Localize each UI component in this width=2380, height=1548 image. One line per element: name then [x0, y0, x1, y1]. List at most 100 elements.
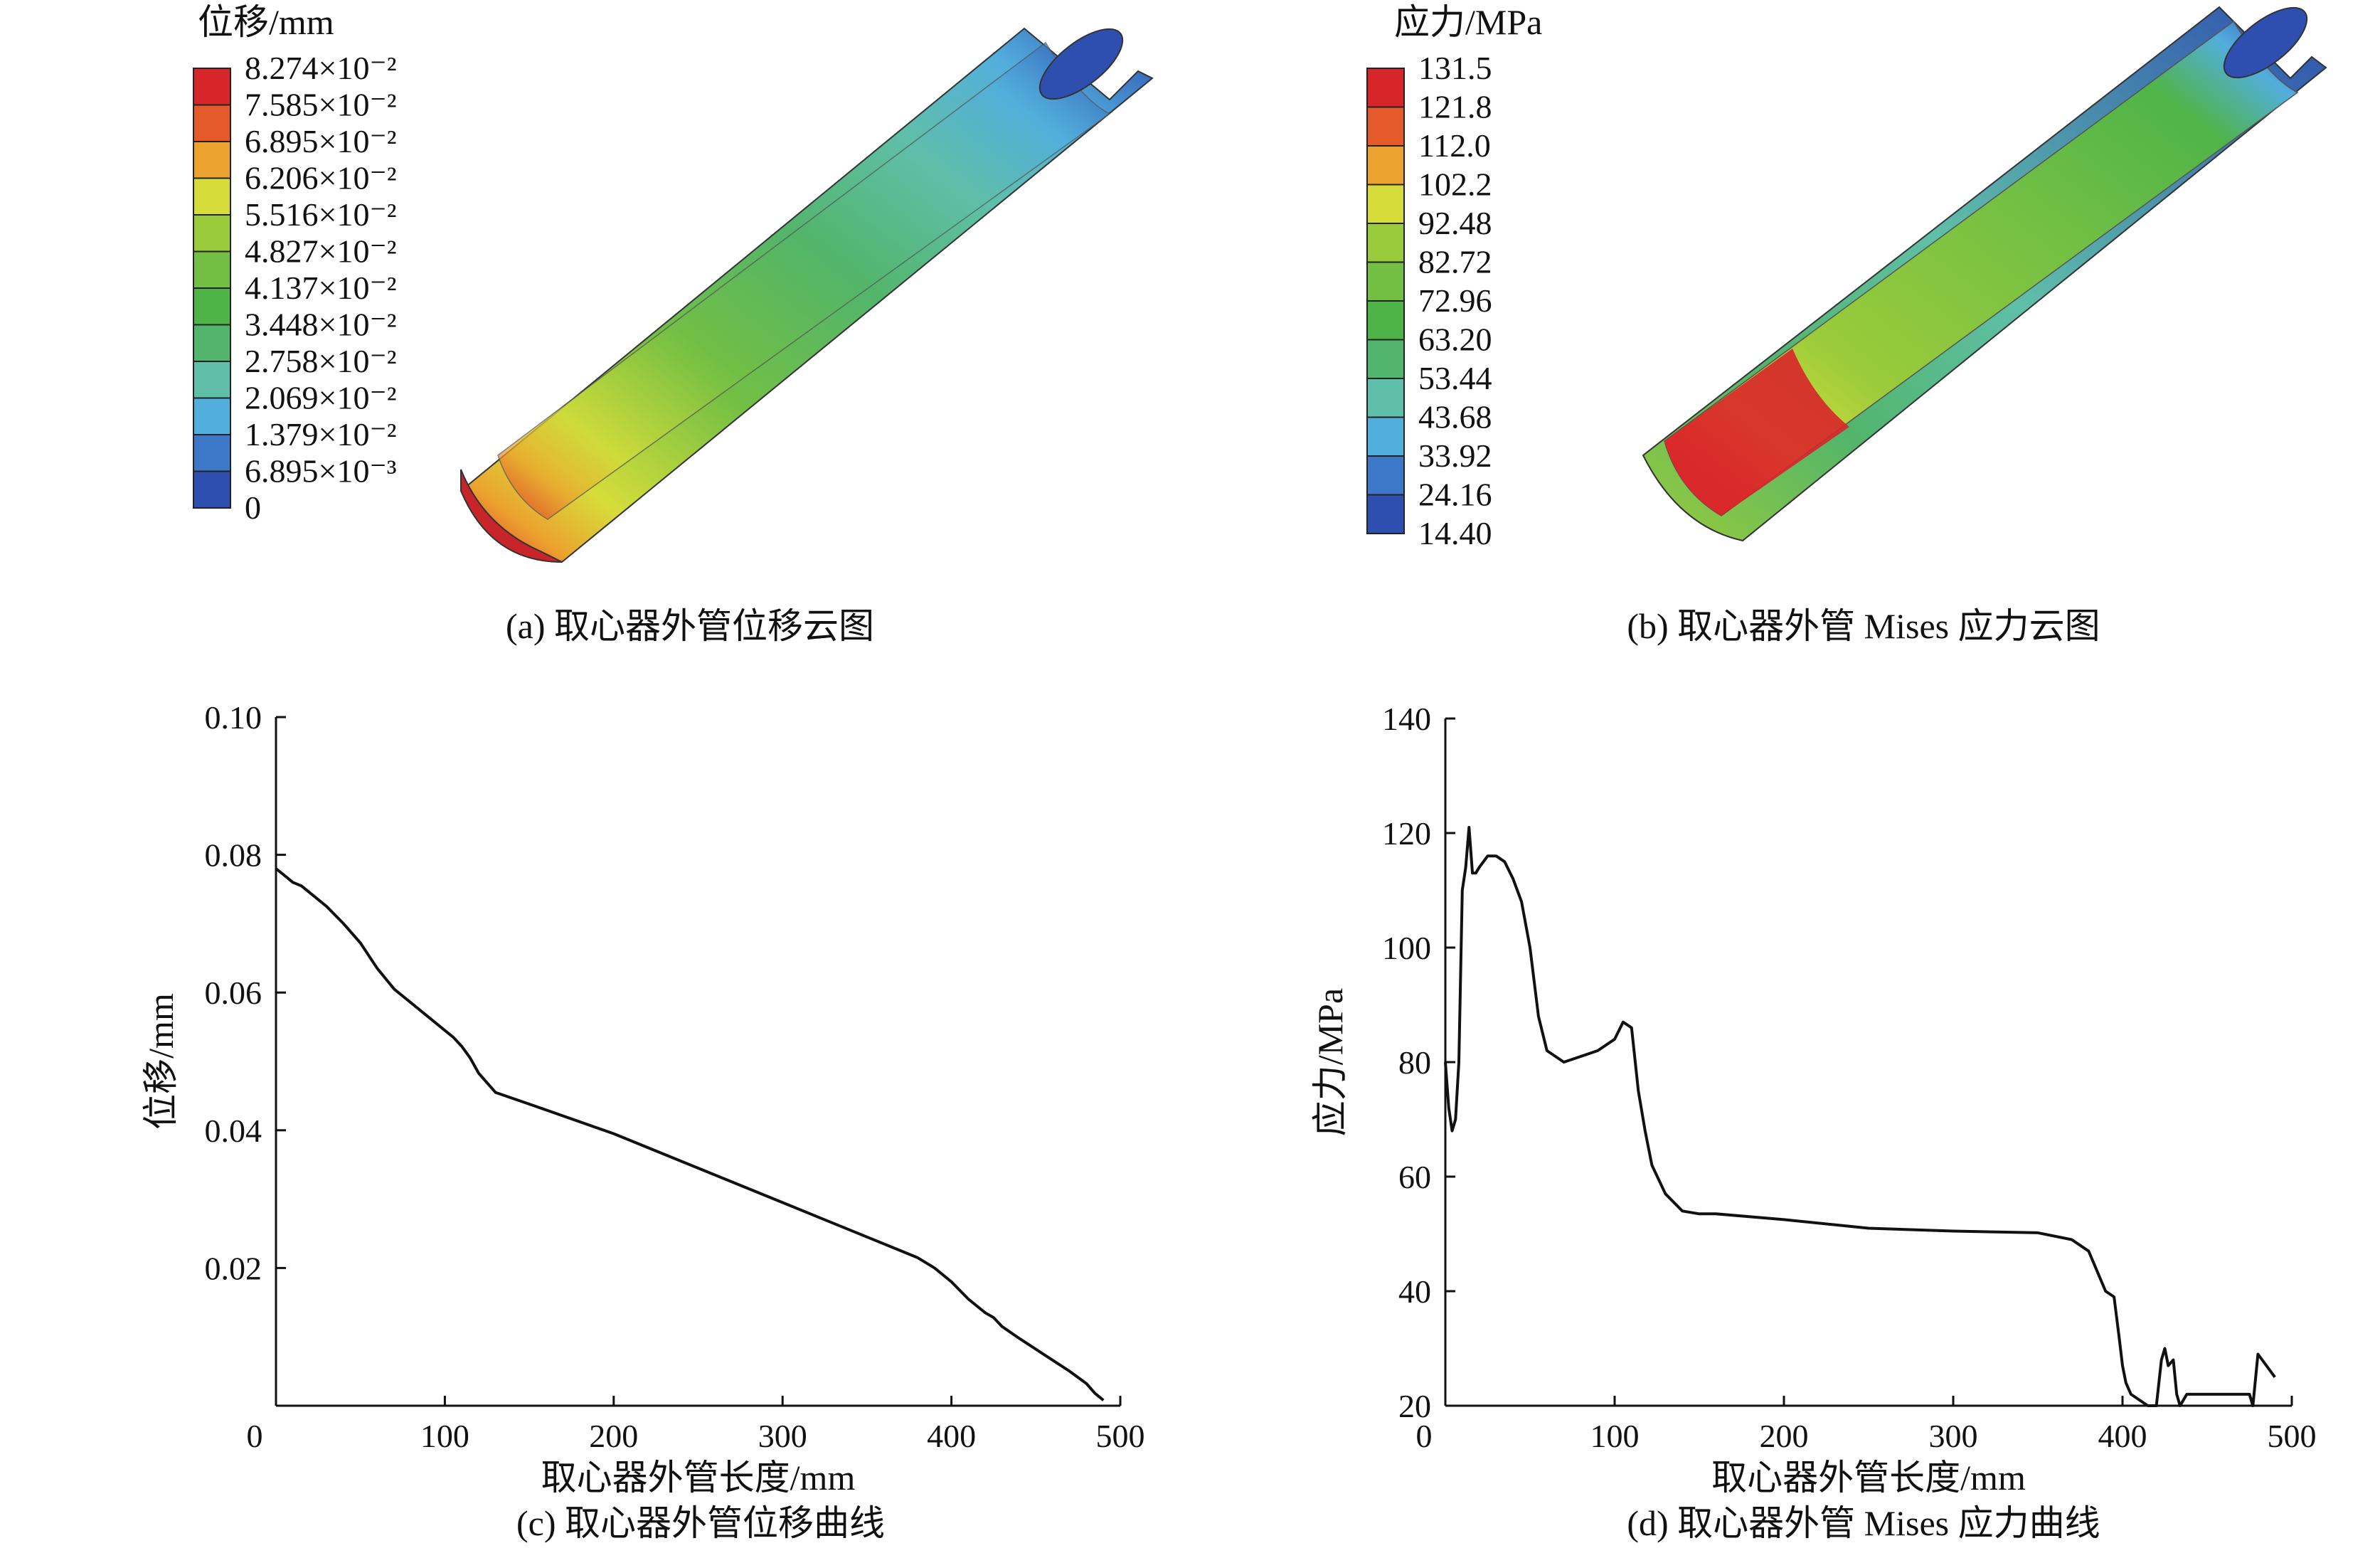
tube-far-end: [1038, 28, 1124, 100]
displacement-contour-tube: [459, 27, 1154, 563]
legend-label: 4.137×10⁻²: [245, 270, 397, 306]
legend-swatch: [1366, 68, 1405, 108]
tube-far-end: [2223, 6, 2308, 79]
y-tick-label: 120: [1382, 815, 1431, 852]
legend-label: 112.0: [1418, 127, 1491, 164]
legend-label: 2.758×10⁻²: [245, 343, 397, 379]
legend-swatch: [193, 214, 231, 253]
x-tick-label: 200: [1760, 1418, 1809, 1454]
legend-label: 4.827×10⁻²: [245, 233, 397, 270]
legend-swatch: [1366, 455, 1405, 496]
legend-swatch: [193, 177, 231, 216]
legend-label: 131.5: [1418, 50, 1492, 86]
legend-label: 63.20: [1418, 322, 1492, 358]
y-tick-label: 20: [1398, 1388, 1431, 1424]
caption-d: (d) 取心器外管 Mises 应力曲线: [1627, 1503, 2100, 1543]
legend-swatch: [1366, 223, 1405, 263]
legend-swatch: [1366, 106, 1405, 147]
series-line: [1444, 826, 2276, 1407]
legend-swatch: [1366, 300, 1405, 341]
y-tick-label: 140: [1382, 701, 1431, 737]
caption-c: (c) 取心器外管位移曲线: [516, 1503, 885, 1543]
legend-swatch: [1366, 416, 1405, 457]
x-tick-label: 200: [589, 1418, 638, 1454]
x-tick-label: 100: [420, 1418, 469, 1454]
x-tick-label: 0: [247, 1418, 263, 1454]
y-axis-title: 位移/mm: [141, 993, 181, 1130]
legend-label: 102.2: [1418, 166, 1492, 203]
x-tick-label: 0: [1416, 1418, 1433, 1454]
legend-swatch: [193, 470, 231, 509]
stress-contour-tube: [1642, 6, 2327, 542]
legend-swatch: [1366, 494, 1405, 534]
legend-swatch: [1366, 339, 1405, 379]
x-tick-label: 300: [1929, 1418, 1978, 1454]
legend-label: 6.895×10⁻³: [245, 453, 397, 489]
panel-c: 0 100 200 300 400 500 0.02 0.04 0.06 0.08 0.10 取心器外…: [141, 699, 1145, 1543]
x-axis-title: 取心器外管长度/mm: [1711, 1458, 2026, 1497]
legend-label: 6.206×10⁻²: [245, 160, 397, 196]
panel-a: 位移/mm 8.274×10⁻²7.585×10⁻²6.895×10⁻²6.20…: [193, 2, 1154, 646]
x-tick-label: 500: [2268, 1418, 2317, 1454]
legend-swatch: [193, 361, 231, 399]
legend-swatch: [193, 324, 231, 362]
legend-label: 82.72: [1418, 244, 1492, 280]
legend-label: 6.895×10⁻²: [245, 123, 397, 159]
y-tick-label: 40: [1398, 1273, 1431, 1310]
y-tick-label: 0.08: [205, 837, 262, 874]
y-tick-label: 60: [1398, 1159, 1431, 1195]
series-line: [275, 867, 1105, 1401]
legend-label: 72.96: [1418, 282, 1492, 319]
legend-label: 5.516×10⁻²: [245, 196, 397, 233]
legend-label: 121.8: [1418, 89, 1492, 125]
legend-label: 33.92: [1418, 438, 1492, 474]
y-axis-title: 应力/MPa: [1310, 988, 1350, 1136]
y-tick-label: 0.10: [205, 699, 262, 736]
legend-label: 1.379×10⁻²: [245, 416, 397, 452]
tube-inner-bore: [497, 41, 1111, 520]
legend-swatch: [193, 141, 231, 179]
caption-b: (b) 取心器外管 Mises 应力云图: [1627, 606, 2100, 646]
legend-swatch: [1366, 184, 1405, 224]
panel-d: 0 100 200 300 400 500 20 40 60 80 100 120 140 取心器外管长度…: [1310, 701, 2317, 1543]
x-tick-label: 400: [927, 1418, 976, 1454]
legend-label: 8.274×10⁻²: [245, 50, 397, 86]
y-tick-label: 0.02: [205, 1250, 262, 1286]
legend-title-a: 位移/mm: [198, 2, 334, 42]
legend-swatch: [193, 104, 231, 142]
tube-rim-end: [460, 469, 563, 563]
legend-label: 24.16: [1418, 477, 1492, 513]
legend-label: 7.585×10⁻²: [245, 87, 397, 123]
legend-label: 43.68: [1418, 399, 1492, 435]
y-tick-label: 0.04: [205, 1113, 262, 1149]
legend-swatch: [1366, 261, 1405, 302]
legend-a: 8.274×10⁻²7.585×10⁻²6.895×10⁻²6.206×10⁻²…: [193, 50, 397, 526]
displacement-chart: 0 100 200 300 400 500 0.02 0.04 0.06 0.08 0.10 取心器外…: [141, 699, 1145, 1497]
legend-swatch: [193, 434, 231, 472]
legend-label: 14.40: [1418, 515, 1492, 551]
x-tick-label: 500: [1096, 1418, 1145, 1454]
caption-a: (a) 取心器外管位移云图: [506, 606, 874, 646]
legend-b: 131.5121.8112.0102.292.4882.7272.9663.20…: [1366, 50, 1492, 551]
x-tick-label: 400: [2098, 1418, 2147, 1454]
legend-label: 92.48: [1418, 205, 1492, 241]
legend-swatch: [193, 287, 231, 326]
legend-swatch: [193, 68, 231, 106]
panel-b: 应力/MPa 131.5121.8112.0102.292.4882.7272.…: [1366, 2, 2327, 646]
legend-swatch: [193, 250, 231, 289]
tube-high-stress-zone: [1664, 349, 1849, 516]
legend-swatch: [1366, 378, 1405, 418]
legend-label: 53.44: [1418, 360, 1492, 396]
x-axis-title: 取心器外管长度/mm: [541, 1458, 856, 1497]
stress-chart: 0 100 200 300 400 500 20 40 60 80 100 120 140 取心器外管长度…: [1310, 701, 2317, 1497]
legend-label: 2.069×10⁻²: [245, 380, 397, 416]
legend-swatch: [193, 397, 231, 435]
legend-title-b: 应力/MPa: [1394, 2, 1542, 42]
y-tick-label: 0.06: [205, 975, 262, 1011]
legend-swatch: [1366, 145, 1405, 186]
x-tick-label: 100: [1590, 1418, 1640, 1454]
legend-label: 3.448×10⁻²: [245, 307, 397, 343]
y-tick-label: 80: [1398, 1044, 1431, 1081]
x-tick-label: 300: [758, 1418, 807, 1454]
